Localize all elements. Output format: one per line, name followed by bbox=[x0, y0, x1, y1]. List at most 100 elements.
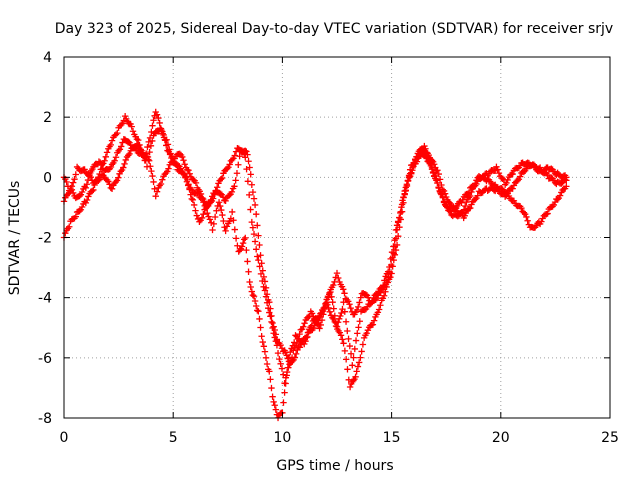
data-point bbox=[212, 187, 220, 195]
data-point bbox=[356, 299, 363, 306]
data-point bbox=[270, 398, 277, 406]
series-track-c bbox=[60, 135, 570, 387]
data-point bbox=[413, 158, 421, 165]
data-point bbox=[261, 287, 269, 294]
data-point bbox=[199, 194, 206, 202]
data-point bbox=[428, 166, 436, 173]
data-point bbox=[206, 216, 214, 223]
data-point bbox=[397, 209, 404, 217]
data-point bbox=[337, 312, 344, 320]
data-point bbox=[181, 171, 188, 179]
y-tick-label: 0 bbox=[43, 170, 52, 186]
data-point bbox=[330, 315, 337, 323]
data-point bbox=[353, 306, 361, 314]
data-point bbox=[231, 183, 238, 190]
data-point bbox=[115, 147, 122, 154]
data-point bbox=[347, 350, 355, 357]
data-point bbox=[129, 128, 137, 135]
data-point bbox=[465, 189, 473, 196]
data-point bbox=[243, 246, 250, 254]
data-point bbox=[434, 179, 441, 187]
data-point bbox=[393, 222, 401, 229]
data-point bbox=[399, 197, 406, 204]
data-point bbox=[231, 226, 238, 233]
data-point bbox=[259, 267, 266, 274]
data-point bbox=[115, 174, 122, 181]
data-point bbox=[164, 141, 172, 148]
data-point bbox=[387, 255, 394, 263]
data-point bbox=[340, 340, 347, 347]
data-point bbox=[364, 326, 372, 334]
data-point bbox=[396, 214, 403, 221]
data-point bbox=[226, 161, 233, 168]
data-point bbox=[554, 169, 561, 177]
data-point bbox=[297, 341, 305, 348]
data-point bbox=[339, 336, 346, 343]
data-point bbox=[230, 155, 237, 162]
data-point bbox=[118, 121, 125, 129]
data-point bbox=[245, 158, 252, 165]
data-point bbox=[249, 291, 257, 299]
data-point bbox=[125, 152, 132, 159]
data-point bbox=[218, 206, 225, 214]
data-point bbox=[556, 192, 564, 199]
data-point bbox=[247, 206, 254, 213]
data-point bbox=[269, 324, 276, 332]
data-point bbox=[68, 186, 76, 194]
data-point bbox=[166, 146, 173, 153]
data-point bbox=[145, 138, 152, 146]
data-point bbox=[267, 376, 274, 383]
data-point bbox=[260, 283, 267, 291]
data-point bbox=[394, 232, 402, 240]
data-point bbox=[509, 170, 516, 178]
data-point bbox=[340, 286, 347, 293]
data-point bbox=[116, 146, 124, 153]
data-point bbox=[391, 236, 398, 244]
data-point bbox=[261, 348, 269, 355]
y-tick-label: 2 bbox=[43, 110, 52, 126]
axis-ticks: 0 5 10 15 20 25 -8 -6 -4 -2 0 2 4 bbox=[38, 50, 619, 446]
data-point bbox=[188, 195, 195, 203]
data-point bbox=[213, 184, 221, 191]
data-point bbox=[345, 376, 352, 384]
data-point bbox=[326, 289, 333, 297]
data-point bbox=[438, 190, 446, 198]
data-point bbox=[304, 333, 311, 341]
data-point bbox=[219, 211, 226, 219]
data-point bbox=[359, 341, 367, 348]
data-point bbox=[266, 368, 273, 375]
data-point bbox=[342, 356, 350, 363]
data-point bbox=[232, 177, 239, 184]
data-point bbox=[111, 157, 118, 164]
data-point bbox=[296, 330, 303, 338]
data-point bbox=[270, 330, 277, 337]
data-point bbox=[350, 354, 357, 361]
data-point bbox=[82, 199, 90, 207]
data-point bbox=[509, 185, 516, 192]
data-point bbox=[83, 181, 91, 188]
data-point bbox=[250, 293, 258, 300]
data-point bbox=[205, 200, 212, 207]
data-point bbox=[251, 238, 259, 245]
data-point bbox=[247, 171, 254, 178]
data-point bbox=[232, 235, 240, 242]
data-point bbox=[82, 184, 90, 192]
data-point bbox=[242, 154, 249, 161]
data-point bbox=[144, 153, 152, 161]
data-point bbox=[272, 337, 280, 345]
data-point bbox=[347, 304, 354, 312]
data-point bbox=[228, 188, 236, 196]
data-point bbox=[357, 294, 364, 301]
data-point bbox=[320, 311, 327, 318]
data-point bbox=[255, 256, 262, 264]
data-point bbox=[150, 178, 157, 186]
data-point bbox=[467, 204, 474, 212]
data-point bbox=[121, 160, 128, 168]
data-point bbox=[66, 223, 73, 230]
data-point bbox=[518, 204, 525, 212]
data-point bbox=[69, 179, 77, 186]
data-point bbox=[403, 182, 411, 190]
data-point bbox=[380, 292, 388, 299]
data-point bbox=[259, 277, 266, 285]
data-point bbox=[272, 406, 280, 413]
